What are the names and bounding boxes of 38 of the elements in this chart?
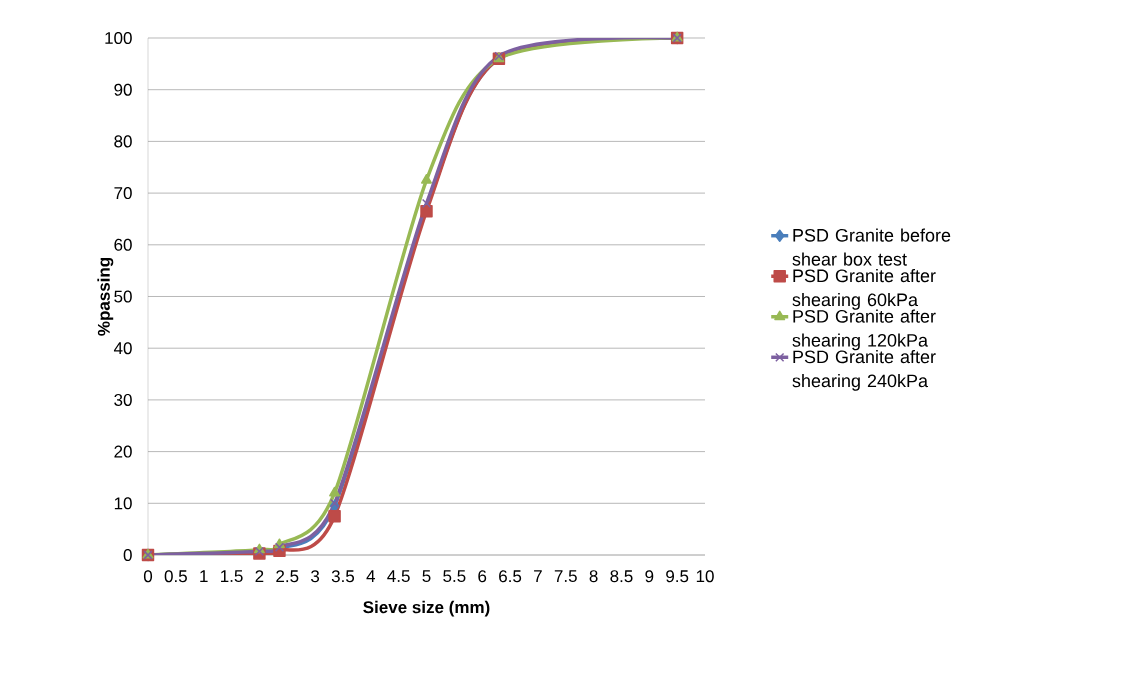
x-tick-label: 7 [534, 570, 542, 582]
x-tick-label: 8 [589, 570, 598, 583]
x-tick-label: 10 [696, 570, 714, 583]
x-tick-label: 0.5 [164, 570, 187, 583]
x-tick-label: 6.5 [499, 570, 522, 583]
x-tick-label: 2.5 [276, 570, 299, 583]
x-tick-label: 4 [366, 570, 376, 582]
y-tick-label: 90 [114, 83, 132, 96]
x-tick-label: 1.5 [221, 570, 243, 583]
x-tick-label: 5.5 [443, 570, 466, 583]
x-tick-label: 9 [645, 570, 654, 583]
x-tick-label: 0 [143, 570, 153, 583]
x-tick-label: 6 [478, 570, 487, 583]
legend-label: PSD Granite after shearing 120kPa [792, 309, 936, 351]
x-tick-label: 5 [422, 570, 431, 583]
x-tick-label: 3 [311, 570, 320, 583]
x-tick-label: 3.5 [331, 570, 355, 583]
x-axis-title: Sieve size (mm) [363, 600, 490, 617]
y-axis-title: %passing [97, 257, 114, 336]
x-tick-label: 4.5 [387, 570, 410, 583]
y-tick-label: 70 [114, 187, 132, 200]
y-tick-label: 20 [114, 445, 132, 458]
x-tick-label: 7.5 [554, 570, 577, 583]
y-tick-label: 40 [113, 342, 132, 355]
y-tick-label: 100 [105, 31, 132, 45]
y-tick-label: 0 [123, 548, 132, 562]
y-tick-label: 10 [114, 497, 132, 510]
y-tick-label: 80 [114, 135, 132, 148]
x-tick-label: 2 [255, 570, 264, 583]
legend-label: PSD Granite after shearing 60kPa [792, 268, 936, 310]
x-tick-label: 1 [200, 570, 208, 582]
y-tick-label: 50 [114, 290, 132, 303]
x-tick-label: 9.5 [666, 570, 689, 583]
legend-label: PSD Granite after shearing 240kPa [792, 350, 936, 391]
legend-label: PSD Granite before shear box test [792, 228, 951, 266]
x-tick-label: 8.5 [610, 570, 633, 583]
y-tick-label: 30 [114, 393, 132, 406]
y-tick-label: 60 [114, 238, 132, 251]
